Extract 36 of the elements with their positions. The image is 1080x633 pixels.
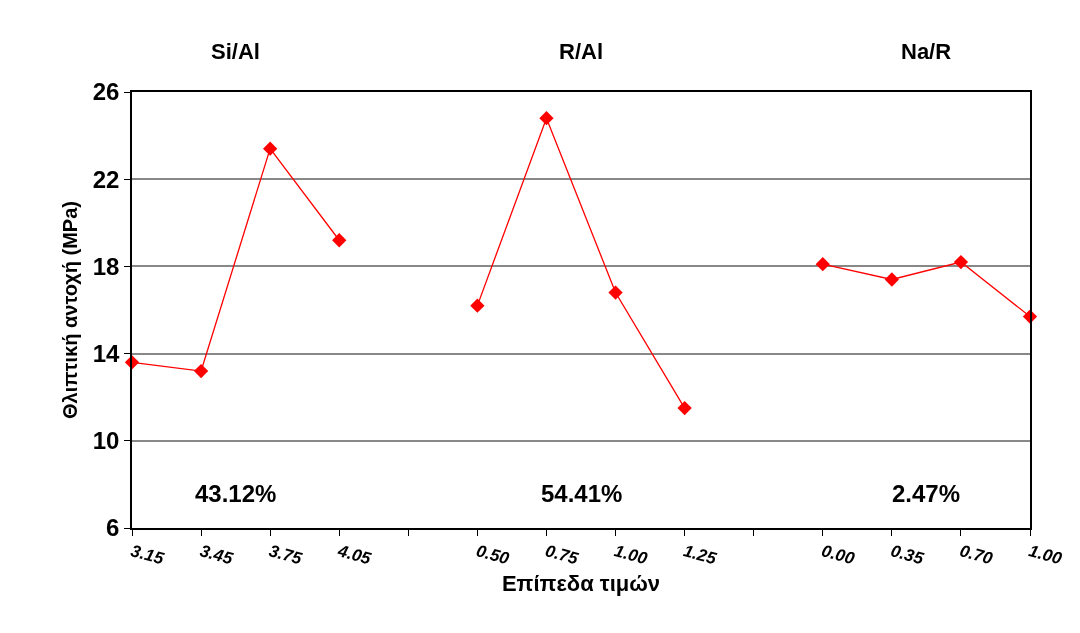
x-tick-label: 3.45 (197, 541, 236, 569)
point (193, 363, 209, 379)
point (953, 254, 969, 270)
text: R/Al (559, 39, 603, 64)
annotation: 43.12% (195, 480, 277, 507)
y-axis-title: Θλιπτική αντοχή (MPa) (58, 201, 81, 419)
x-tick-label: 3.75 (266, 541, 305, 569)
point (263, 141, 278, 156)
y-tick-label: 18 (92, 252, 120, 280)
y-tick-label: 10 (92, 427, 120, 455)
x-tick-label: 1.25 (681, 541, 719, 569)
y-tick-label: 14 (92, 340, 121, 367)
x-axis-title: Επίπεδα τιμών (501, 570, 661, 596)
x-tick-label: 4.05 (335, 541, 374, 569)
point (332, 233, 347, 248)
text: Na/R (901, 39, 952, 64)
point (677, 400, 692, 416)
x-tick-label: 1.00 (1026, 541, 1065, 569)
text: Si/Al (211, 39, 260, 64)
x-tick-label: 0.00 (819, 541, 857, 569)
point (539, 111, 554, 126)
x-tick-label: 0.50 (474, 541, 512, 569)
point (884, 272, 899, 287)
x-tick-label: 0.70 (957, 541, 996, 569)
x-tick-label: 0.35 (888, 541, 927, 569)
point (470, 298, 485, 313)
annotation: 54.41% (541, 480, 623, 507)
x-tick-label: 3.15 (128, 541, 167, 569)
y-tick-label: 22 (92, 165, 120, 193)
x-tick-label: 1.00 (612, 541, 650, 569)
y-tick-label: 6 (106, 514, 120, 542)
x-tick-label: 0.75 (543, 541, 581, 569)
point (815, 257, 830, 272)
annotation: 2.47% (892, 480, 961, 507)
y-tick-label: 26 (92, 78, 120, 106)
point (608, 285, 623, 300)
